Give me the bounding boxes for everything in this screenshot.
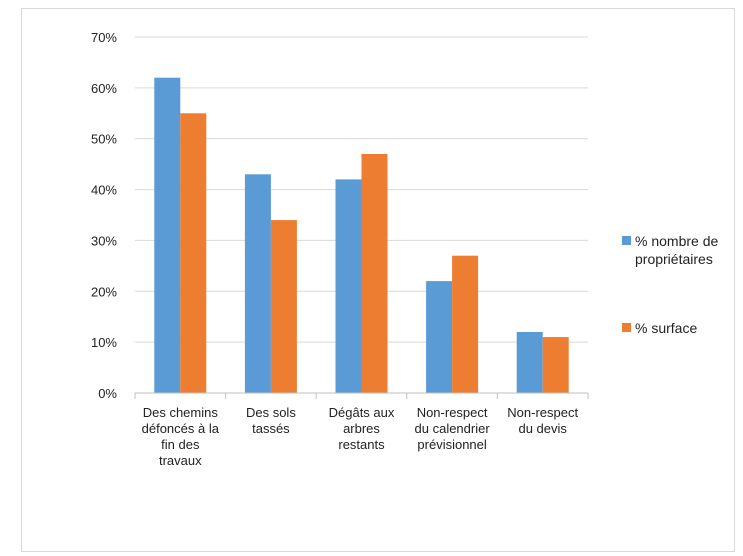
y-tick-label: 30%: [91, 233, 117, 248]
bar-series-2-cat-3: [362, 154, 388, 393]
x-axis-category-labels: Des chemins défoncés à la fin des travaux De…: [142, 405, 579, 468]
bar-series-1-cat-4: [426, 281, 452, 393]
x-category-label: Non-respect du devis: [507, 405, 578, 436]
bar-series-1-cat-3: [336, 179, 362, 393]
bar-series-2-cat-1: [180, 113, 206, 393]
x-category-label: Dégâts aux arbres restants: [329, 405, 395, 452]
x-category-label: Des chemins défoncés à la fin des travaux: [142, 405, 220, 468]
legend-label: % nombre de propriétaires: [635, 233, 718, 267]
bar-series-1-cat-2: [245, 174, 271, 393]
bars: [154, 78, 568, 393]
x-category-label: Non-respect du calendrier prévisionnel: [415, 405, 491, 452]
bar-series-2-cat-4: [452, 256, 478, 393]
legend-swatch: [622, 323, 631, 332]
y-tick-label: 70%: [91, 30, 117, 45]
y-tick-label: 40%: [91, 183, 117, 198]
y-tick-label: 50%: [91, 132, 117, 147]
y-tick-label: 10%: [91, 335, 117, 350]
legend-label: % surface: [635, 320, 697, 336]
y-tick-label: 20%: [91, 284, 117, 299]
y-axis-tick-labels: 0% 10% 20% 30% 40% 50% 60% 70%: [91, 30, 117, 401]
x-axis-tick-marks: [135, 393, 588, 399]
y-tick-label: 60%: [91, 81, 117, 96]
bar-series-2-cat-5: [543, 337, 569, 393]
bar-series-1-cat-1: [154, 78, 180, 393]
legend-swatch: [622, 236, 631, 245]
y-tick-label: 0%: [98, 386, 117, 401]
x-category-label: Des sols tassés: [246, 405, 296, 436]
legend: % nombre de propriétaires % surface: [622, 233, 718, 336]
bar-series-2-cat-2: [271, 220, 297, 393]
bar-series-1-cat-5: [517, 332, 543, 393]
